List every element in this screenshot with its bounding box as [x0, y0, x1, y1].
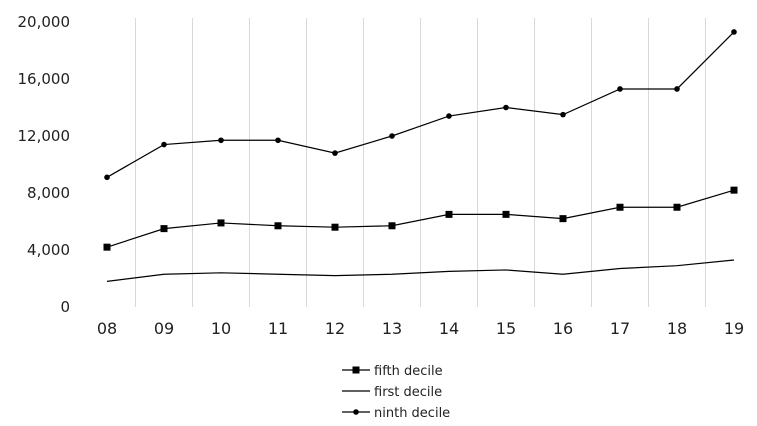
data-point-ninth-decile	[674, 86, 680, 92]
data-point-fifth-decile	[730, 186, 738, 194]
legend-label: first decile	[374, 385, 442, 400]
legend-swatch-marker	[353, 409, 359, 415]
x-tick-label: 14	[439, 319, 459, 338]
series-ninth-decile	[104, 29, 737, 181]
x-tick-label: 10	[211, 319, 231, 338]
legend-swatch-marker	[352, 366, 360, 374]
legend-label: fifth decile	[374, 364, 443, 379]
x-tick-label: 08	[97, 319, 117, 338]
data-point-fifth-decile	[388, 222, 396, 230]
y-tick-label: 0	[60, 298, 70, 316]
x-tick-label: 16	[553, 319, 573, 338]
legend: fifth decile first decile ninth decile	[342, 364, 450, 421]
x-tick-label: 17	[610, 319, 630, 338]
series-line-ninth-decile	[106, 31, 735, 178]
data-point-fifth-decile	[103, 243, 111, 251]
y-tick-label: 20,000	[18, 13, 71, 31]
data-point-fifth-decile	[673, 203, 681, 211]
data-point-fifth-decile	[445, 210, 453, 218]
data-point-fifth-decile	[217, 219, 225, 227]
vertical-gridlines	[135, 18, 706, 307]
series-line-first-decile	[106, 259, 735, 282]
y-tick-label: 4,000	[27, 241, 70, 259]
data-point-fifth-decile	[160, 225, 168, 233]
legend-item-first-decile: first decile	[342, 385, 442, 400]
x-tick-label: 12	[325, 319, 345, 338]
data-point-fifth-decile	[274, 222, 282, 230]
series-line-fifth-decile	[106, 189, 735, 248]
series-lines	[103, 29, 738, 282]
legend-label: ninth decile	[374, 406, 450, 421]
x-axis: 08 09 10 11 12 13 14 15 16 17 18 19	[97, 319, 744, 338]
x-tick-label: 09	[154, 319, 174, 338]
x-tick-label: 19	[724, 319, 744, 338]
legend-item-ninth-decile: ninth decile	[342, 406, 450, 421]
data-point-ninth-decile	[275, 137, 281, 144]
x-tick-label: 11	[268, 319, 288, 338]
y-tick-label: 8,000	[27, 184, 70, 202]
data-point-ninth-decile	[560, 111, 566, 118]
data-point-fifth-decile	[559, 215, 567, 223]
x-tick-label: 13	[382, 319, 402, 338]
data-point-ninth-decile	[332, 150, 338, 156]
data-point-ninth-decile	[617, 86, 623, 92]
data-point-ninth-decile	[161, 141, 167, 148]
y-tick-label: 16,000	[18, 70, 71, 88]
x-tick-label: 18	[667, 319, 687, 338]
data-point-ninth-decile	[218, 137, 224, 144]
data-point-ninth-decile	[503, 104, 509, 111]
data-point-fifth-decile	[616, 203, 624, 211]
data-point-fifth-decile	[502, 210, 510, 218]
series-first-decile	[106, 259, 735, 282]
y-tick-label: 12,000	[18, 127, 71, 145]
data-point-ninth-decile	[389, 133, 395, 139]
data-point-ninth-decile	[446, 113, 452, 119]
series-fifth-decile	[103, 186, 738, 251]
y-axis: 0 4,000 8,000 12,000 16,000 20,000	[18, 13, 71, 316]
legend-item-fifth-decile: fifth decile	[342, 364, 443, 379]
data-point-fifth-decile	[331, 223, 339, 231]
x-tick-label: 15	[496, 319, 516, 338]
data-point-ninth-decile	[104, 174, 110, 181]
data-point-ninth-decile	[731, 29, 737, 35]
